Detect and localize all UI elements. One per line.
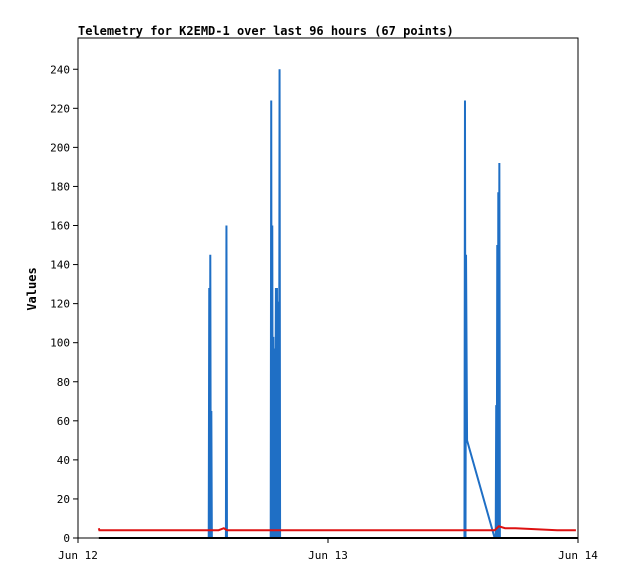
y-tick-label: 120 (50, 298, 70, 311)
y-tick-label: 220 (50, 102, 70, 115)
y-tick-label: 140 (50, 259, 70, 272)
x-tick-label: Jun 13 (308, 549, 348, 562)
y-tick-label: 100 (50, 337, 70, 350)
x-tick-label: Jun 14 (558, 549, 598, 562)
chart-title: Telemetry for K2EMD-1 over last 96 hours… (78, 24, 454, 38)
y-tick-label: 180 (50, 180, 70, 193)
y-tick-label: 240 (50, 63, 70, 76)
y-tick-label: 160 (50, 220, 70, 233)
y-tick-label: 80 (57, 376, 70, 389)
x-axis: Jun 12 Jun 13 Jun 14 (58, 538, 598, 562)
y-axis: 0 20 40 60 80 100 120 140 160 180 200 220 240 (50, 63, 78, 545)
y-tick-label: 200 (50, 141, 70, 154)
y-tick-label: 20 (57, 493, 70, 506)
y-axis-label: Values (25, 267, 39, 310)
x-tick-label: Jun 12 (58, 549, 98, 562)
series-line-2 (97, 525, 576, 532)
y-tick-label: 0 (63, 532, 70, 545)
y-tick-label: 40 (57, 454, 70, 467)
plot-frame (77, 37, 579, 539)
series-layer (97, 69, 578, 539)
y-tick-label: 60 (57, 415, 70, 428)
